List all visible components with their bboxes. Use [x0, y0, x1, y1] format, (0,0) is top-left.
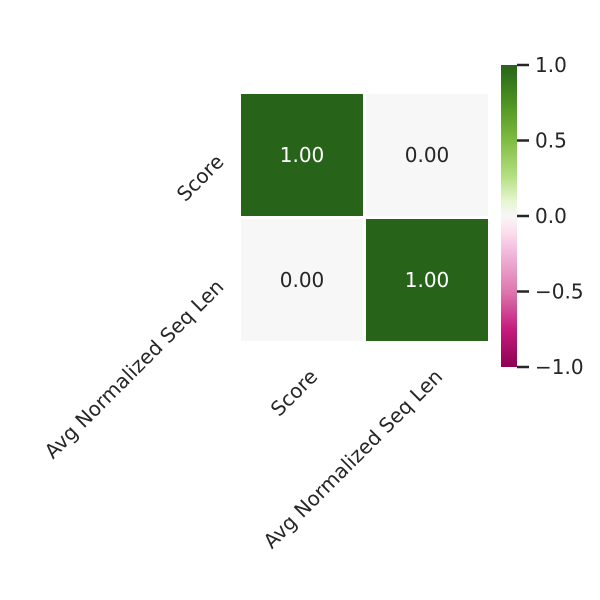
cell-value-label: 0.00: [280, 268, 325, 292]
x-tick-label: Score: [266, 364, 323, 421]
colorbar-tick-label: −1.0: [535, 355, 584, 379]
cell-value-label: 1.00: [280, 143, 325, 167]
heatmap-cell-labels: 1.00 0.00 0.00 1.00: [280, 143, 450, 292]
heatmap-cell: [366, 94, 488, 216]
colorbar-tick-label: 1.0: [535, 53, 567, 77]
heatmap-cell: [241, 94, 363, 216]
colorbar-ticks: 1.0 0.5 0.0 −0.5 −1.0: [517, 53, 584, 379]
y-tick-label: Avg Normalized Seq Len: [40, 274, 229, 463]
y-axis-tick-labels: Score Avg Normalized Seq Len: [40, 149, 229, 463]
cell-value-label: 0.00: [405, 143, 450, 167]
heatmap-cell: [241, 219, 363, 341]
y-tick-label: Score: [172, 149, 229, 206]
colorbar: [501, 65, 517, 367]
heatmap-cell: [366, 219, 488, 341]
colorbar-tick-label: 0.0: [535, 204, 567, 228]
colorbar-tick-label: −0.5: [535, 280, 584, 304]
cell-value-label: 1.00: [405, 268, 450, 292]
colorbar-gradient: [501, 65, 517, 367]
colorbar-tick-label: 0.5: [535, 129, 567, 153]
heatmap-cells: [241, 94, 488, 341]
